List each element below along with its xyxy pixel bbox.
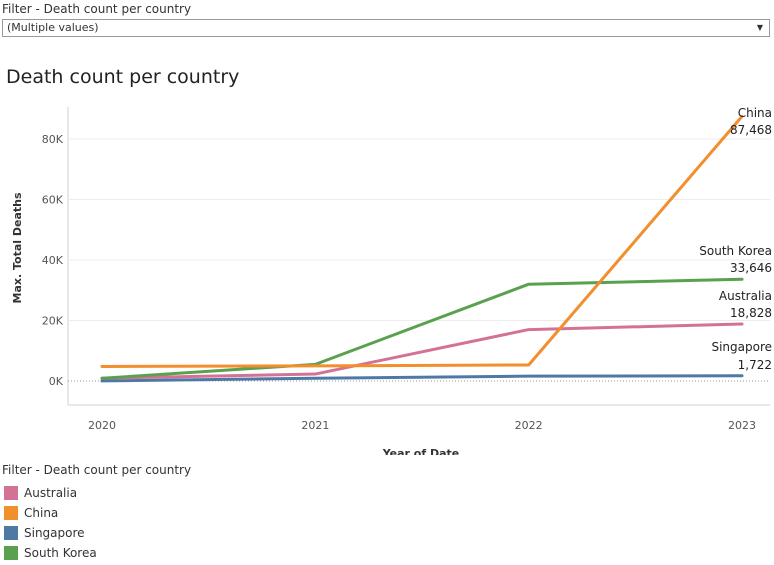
end-label-name-australia: Australia <box>719 289 772 303</box>
legend-label: China <box>24 506 59 520</box>
legend: Australia China Singapore South Korea <box>4 483 97 563</box>
x-axis-title: Year of Date <box>382 447 460 455</box>
series-line-south-korea[interactable] <box>100 277 744 380</box>
x-tick-label: 2022 <box>515 419 543 432</box>
series-line-australia[interactable] <box>100 322 744 380</box>
end-label-name-china: China <box>738 106 772 120</box>
filter-title: Filter - Death count per country <box>2 2 192 16</box>
x-tick-label: 2021 <box>301 419 329 432</box>
x-tick-label: 2020 <box>88 419 116 432</box>
chart-title: Death count per country <box>6 66 240 88</box>
y-tick-label: 80K <box>42 133 64 146</box>
filter-selected-value: (Multiple values) <box>7 21 99 34</box>
legend-swatch-australia <box>4 486 18 500</box>
legend-label: Singapore <box>24 526 85 540</box>
legend-item-singapore[interactable]: Singapore <box>4 523 97 543</box>
legend-swatch-singapore <box>4 526 18 540</box>
legend-label: South Korea <box>24 546 97 560</box>
end-label-value-south-korea: 33,646 <box>730 261 772 275</box>
legend-swatch-china <box>4 506 18 520</box>
filter-dropdown[interactable]: (Multiple values) ▼ <box>2 19 770 37</box>
y-tick-label: 60K <box>42 194 64 207</box>
y-tick-label: 0K <box>49 375 64 388</box>
legend-item-south-korea[interactable]: South Korea <box>4 543 97 563</box>
dropdown-arrow-icon[interactable]: ▼ <box>756 23 763 32</box>
y-axis-title: Max. Total Deaths <box>11 192 24 303</box>
series-line-china[interactable] <box>100 114 744 368</box>
legend-title: Filter - Death count per country <box>2 463 192 477</box>
legend-label: Australia <box>24 486 78 500</box>
legend-item-australia[interactable]: Australia <box>4 483 97 503</box>
end-label-name-south-korea: South Korea <box>699 244 772 258</box>
series-line-singapore[interactable] <box>100 374 744 383</box>
end-label-name-singapore: Singapore <box>711 340 772 354</box>
legend-swatch-south-korea <box>4 546 18 560</box>
end-label-value-china: 87,468 <box>730 123 772 137</box>
end-label-value-singapore: 1,722 <box>738 358 772 372</box>
line-chart: 0K 20K 40K 60K 80K 2020 2021 2022 2023 Year of Da… <box>11 106 772 455</box>
y-tick-label: 40K <box>42 254 64 267</box>
x-tick-label: 2023 <box>728 419 756 432</box>
end-label-value-australia: 18,828 <box>730 306 772 320</box>
y-tick-label: 20K <box>42 315 64 328</box>
legend-item-china[interactable]: China <box>4 503 97 523</box>
